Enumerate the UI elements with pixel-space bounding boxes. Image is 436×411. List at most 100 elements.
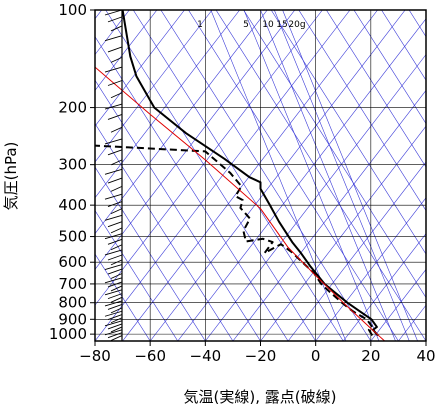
- dry-adiabat-line: [215, 10, 426, 341]
- mixing-ratio-label: 1: [197, 20, 203, 30]
- wind-barb: [107, 177, 123, 184]
- wind-barb: [104, 310, 123, 317]
- wind-barb: [104, 214, 123, 221]
- mixing-ratio-line: [210, 10, 347, 341]
- isotherm-line: [343, 233, 426, 341]
- wind-barb: [110, 326, 123, 333]
- wind-barb: [104, 66, 123, 73]
- mixing-ratio-line: [282, 10, 418, 341]
- isotherm-line: [95, 10, 268, 235]
- dry-adiabat-line: [95, 166, 206, 341]
- y-tick-label: 300: [58, 156, 87, 174]
- wind-barb: [104, 277, 123, 284]
- wind-barb: [107, 314, 123, 320]
- wind-barb: [107, 323, 123, 330]
- dry-adiabat-line: [243, 10, 426, 299]
- mixing-ratio-label: 5: [243, 20, 249, 30]
- wind-barb: [110, 227, 123, 234]
- wind-barb: [104, 320, 123, 327]
- isotherm-line: [177, 18, 426, 341]
- dry-adiabat-line: [326, 10, 426, 168]
- dewpoint-line: [95, 144, 374, 337]
- wind-barb: [107, 268, 123, 275]
- wind-barb: [110, 273, 123, 279]
- wind-barb: [110, 92, 123, 99]
- mixing-ratio-label: 10: [262, 20, 274, 30]
- wind-barb: [110, 285, 123, 292]
- reference-lines: [95, 10, 426, 341]
- mixing-ratio-label: 15: [276, 20, 287, 30]
- wind-barb: [107, 16, 123, 23]
- grid-lines: [95, 10, 426, 341]
- wind-barb: [107, 114, 123, 120]
- x-tick-label: −60: [134, 347, 166, 365]
- y-tick-label: 900: [58, 310, 87, 328]
- mixing-ratio-label: 20g: [288, 20, 305, 30]
- wind-barb: [104, 329, 123, 336]
- wind-barb: [104, 138, 123, 145]
- dry-adiabat-line: [132, 10, 344, 341]
- wind-barb: [107, 281, 123, 288]
- y-axis-title: 気圧(hPa): [2, 142, 20, 211]
- x-tick-label: −20: [245, 347, 277, 365]
- wind-barb: [107, 304, 123, 310]
- y-tick-label: 200: [58, 99, 87, 117]
- dry-adiabat-line: [381, 10, 426, 81]
- y-tick-label: 800: [58, 294, 87, 312]
- wind-barb: [104, 233, 123, 240]
- wind-barb: [110, 307, 123, 314]
- mixing-ratio-line: [274, 10, 410, 341]
- isotherm-line: [95, 10, 185, 127]
- wind-barb: [110, 296, 123, 303]
- x-axis-title: 気温(実線), 露点(破線): [184, 388, 337, 406]
- wind-barb: [107, 149, 123, 156]
- wind-barb: [110, 317, 123, 324]
- wind-barb: [107, 332, 123, 339]
- wind-barb: [104, 264, 123, 270]
- mixing-ratio-line: [243, 10, 380, 341]
- wind-barb: [107, 254, 123, 261]
- mixing-ratio-labels: 1 5 10 15 20g: [197, 20, 305, 30]
- dry-adiabat-line: [270, 10, 426, 255]
- isotherm-line: [370, 268, 426, 341]
- y-tick-label: 1000: [49, 325, 87, 343]
- wind-barb: [104, 249, 123, 256]
- dry-adiabat-line: [95, 253, 151, 341]
- wind-barb: [110, 56, 123, 63]
- wind-barb-column: [104, 10, 123, 341]
- parcel-line: [95, 66, 385, 341]
- isotherm-line: [95, 10, 213, 163]
- y-tick-label: 100: [58, 1, 87, 19]
- isotherm-line: [95, 10, 240, 199]
- isotherm-line: [122, 10, 378, 341]
- dry-adiabat-line: [353, 10, 426, 125]
- isotherm-line: [95, 10, 158, 91]
- wind-barb: [104, 35, 123, 42]
- isotherm-line: [260, 125, 426, 341]
- x-tick-label: 20: [361, 347, 380, 365]
- y-tick-label: 400: [58, 196, 87, 214]
- wind-barb: [104, 10, 123, 16]
- x-tick-label: 40: [416, 347, 435, 365]
- wind-barb: [107, 80, 123, 86]
- wind-barb: [104, 168, 123, 175]
- wind-barb: [110, 126, 123, 133]
- wind-barb: [110, 159, 123, 166]
- wind-barb: [107, 293, 123, 300]
- isotherm-line: [287, 161, 426, 341]
- wind-barb: [107, 221, 123, 228]
- wind-barb: [110, 208, 123, 215]
- dry-adiabat-line: [160, 10, 372, 341]
- wind-barb: [104, 103, 123, 110]
- wind-barb: [110, 259, 123, 266]
- wind-barb: [104, 289, 123, 296]
- dry-adiabat-line: [105, 10, 316, 341]
- wind-barb: [107, 46, 123, 53]
- wind-barb: [110, 244, 123, 251]
- wind-barb: [107, 238, 123, 245]
- dry-adiabat-line: [95, 210, 179, 341]
- isotherm-line: [425, 340, 426, 341]
- dry-adiabat-line: [298, 10, 426, 212]
- temperature-line: [121, 10, 379, 337]
